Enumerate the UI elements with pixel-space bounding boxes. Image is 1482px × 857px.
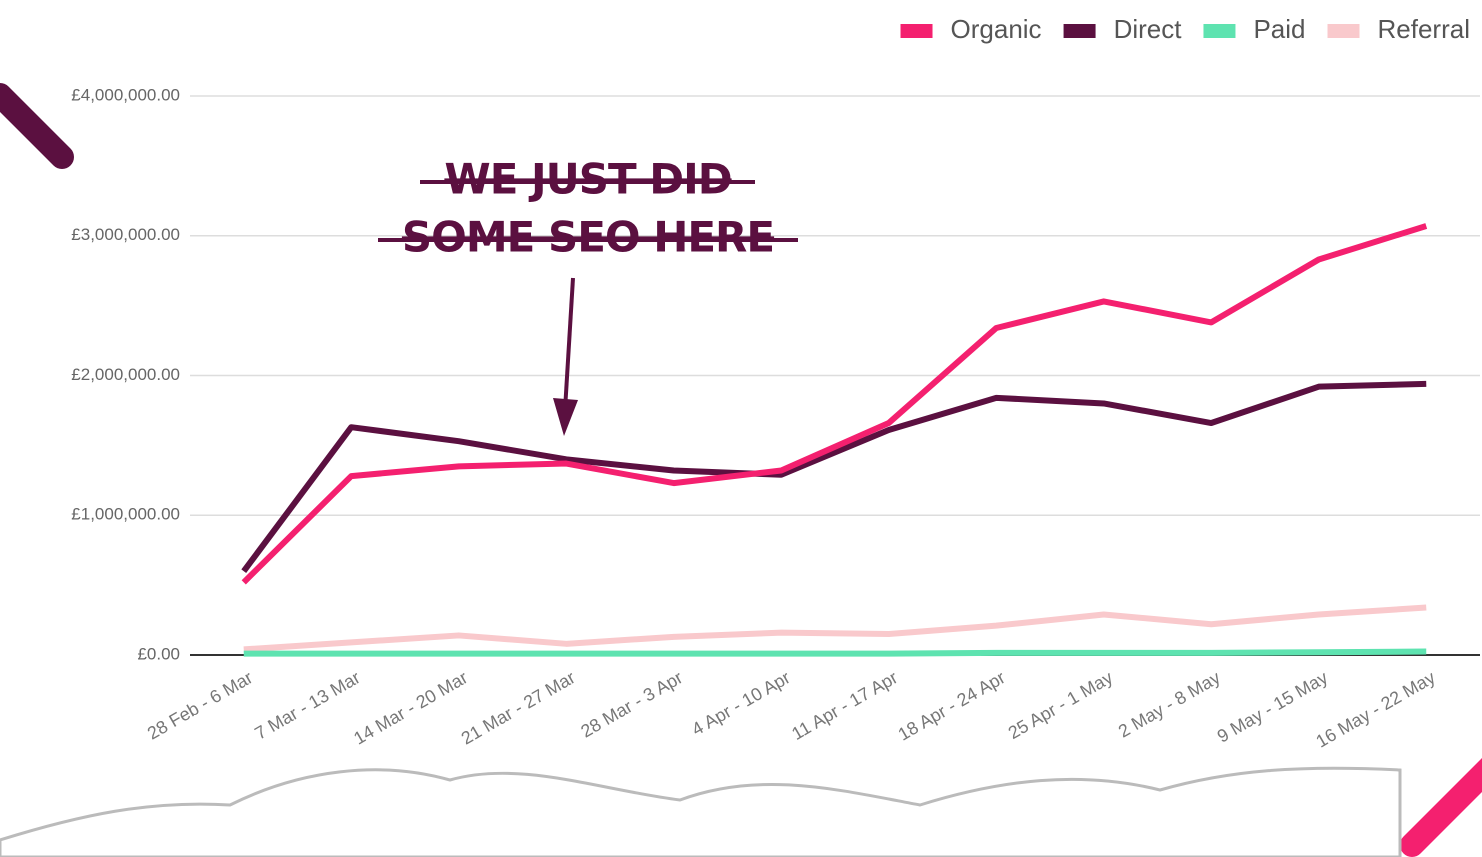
legend-swatch <box>1064 24 1096 38</box>
decor-stroke <box>1412 767 1482 845</box>
x-tick-label: 4 Apr - 10 Apr <box>688 667 793 739</box>
x-tick-label: 2 May - 8 May <box>1115 667 1224 741</box>
y-tick-label: £2,000,000.00 <box>71 365 180 384</box>
x-tick-label: 25 Apr - 1 May <box>1005 667 1116 743</box>
y-tick-label: £3,000,000.00 <box>71 225 180 244</box>
legend-swatch <box>1328 24 1360 38</box>
legend-label: Paid <box>1253 14 1305 44</box>
arrow-head <box>553 398 578 436</box>
annotation: WE JUST DID <box>444 155 731 204</box>
x-tick-label: 7 Mar - 13 Mar <box>251 667 363 743</box>
legend-label: Direct <box>1114 14 1183 44</box>
x-tick-label: 28 Mar - 3 Apr <box>577 667 686 741</box>
line <box>244 652 1427 654</box>
x-tick-label: 18 Apr - 24 Apr <box>895 667 1009 744</box>
line <box>244 226 1427 582</box>
line <box>244 607 1427 649</box>
x-tick-label: 21 Mar - 27 Mar <box>458 667 579 748</box>
x-tick-label: 16 May - 22 May <box>1313 667 1439 751</box>
x-tick-label: 11 Apr - 17 Apr <box>788 667 901 744</box>
legend-swatch <box>1203 24 1235 38</box>
decor-stroke <box>0 95 62 157</box>
legend-label: Organic <box>951 14 1042 44</box>
annotation: SOME SEO HERE <box>402 213 774 262</box>
arrow <box>565 278 573 410</box>
chart: £0.00 £1,000,000.00 £2,000,000.00 £3,000,00… <box>0 0 1482 857</box>
legend-label: Referral <box>1378 14 1470 44</box>
legend-swatch <box>901 24 933 38</box>
line <box>244 384 1427 571</box>
x-tick-label: 28 Feb - 6 Mar <box>144 667 256 743</box>
torn-paper <box>0 768 1400 857</box>
y-tick-label: £1,000,000.00 <box>71 505 180 524</box>
y-tick-label: £0.00 <box>137 644 180 663</box>
y-tick-label: £4,000,000.00 <box>71 85 180 104</box>
x-tick-label: 14 Mar - 20 Mar <box>350 667 471 748</box>
